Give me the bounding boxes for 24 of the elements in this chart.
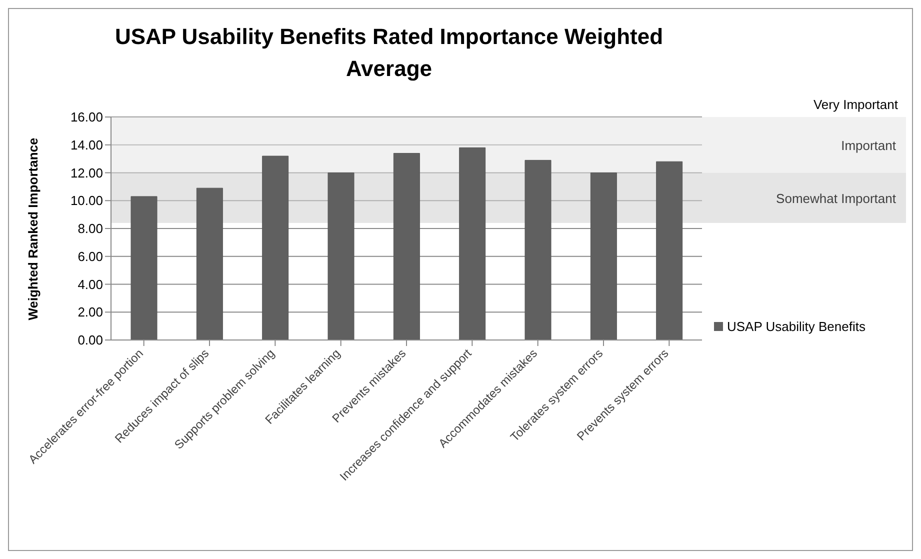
y-tick-label: 6.00 [78,248,103,264]
bar [524,160,552,340]
bar [459,147,486,340]
bar [590,172,617,340]
bar [196,188,223,340]
bar [656,161,683,340]
chart-title: USAP Usability Benefits Rated Importance Weighted Average [114,23,664,83]
bar [130,196,158,340]
legend-label: USAP Usability Benefits [727,319,866,334]
y-tick-label: 2.00 [78,304,103,320]
band-label: Important [841,138,896,153]
y-tick-label: 4.00 [78,276,103,292]
band-label: Somewhat Important [776,190,896,206]
bar [328,172,354,340]
bar [262,156,289,340]
y-axis-title: Weighted Ranked Importance [26,138,40,320]
y-tick-label: 8.00 [78,221,103,236]
y-tick-label: 14.00 [70,137,103,152]
y-tick-label: 0.00 [78,332,103,348]
text: Very Important [813,97,898,112]
y-tick-label: 10.00 [70,193,103,208]
bar [393,152,420,340]
y-tick-label: 12.00 [70,165,103,180]
y-tick-label: 16.00 [70,110,103,125]
